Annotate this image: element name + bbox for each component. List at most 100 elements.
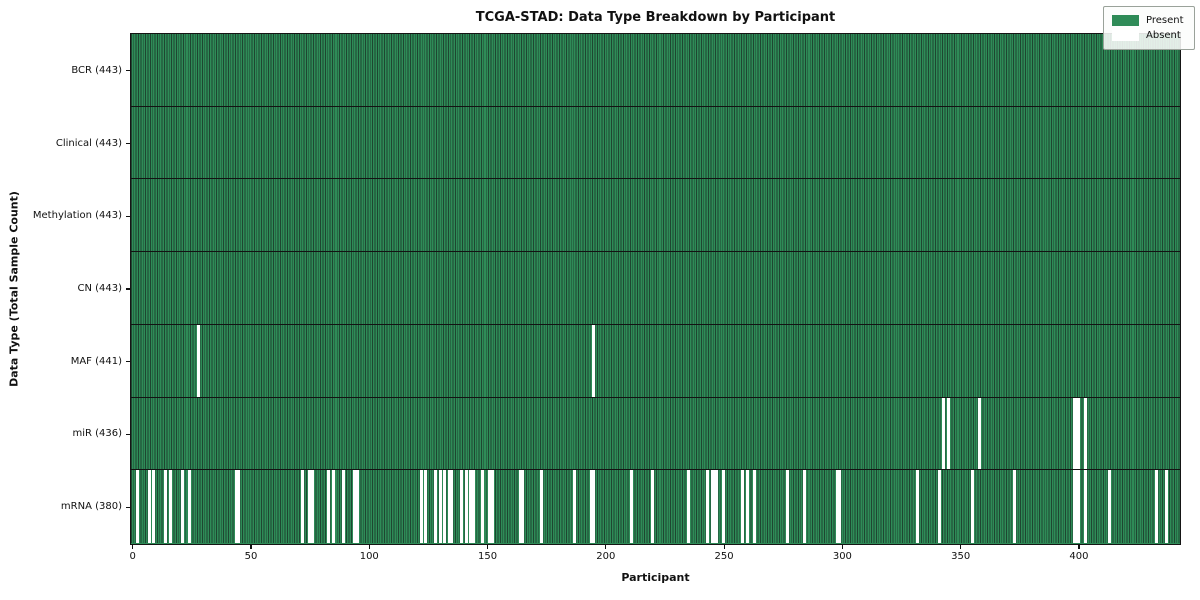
absent-stripe (235, 470, 239, 543)
absent-stripe (1155, 470, 1159, 543)
absent-stripe (490, 470, 494, 543)
absent-stripe (1077, 470, 1081, 543)
absent-stripe (438, 470, 442, 543)
absent-stripe (1077, 397, 1081, 470)
xtick-mark (841, 545, 843, 549)
absent-stripe (1072, 397, 1076, 470)
absent-stripe (540, 470, 544, 543)
xtick-mark (605, 545, 607, 549)
ytick-label-maf: MAF (441) (70, 355, 122, 367)
absent-stripe (1074, 470, 1078, 543)
legend-item-absent: Absent (1112, 28, 1186, 43)
absent-stripe (722, 470, 726, 543)
absent-stripe (715, 470, 719, 543)
x-axis-label: Participant (621, 571, 690, 584)
absent-stripe (464, 470, 468, 543)
legend-item-present: Present (1112, 13, 1186, 28)
ytick-mark (126, 215, 130, 217)
ytick-mark (126, 506, 130, 508)
xtick-label-350: 350 (951, 551, 971, 562)
legend-swatch-present-icon (1112, 15, 1139, 26)
xtick-mark (250, 545, 252, 549)
xtick-label-200: 200 (596, 551, 616, 562)
absent-stripe (592, 324, 596, 397)
ytick-label-methylation: Methylation (443) (32, 210, 122, 222)
absent-stripe (433, 470, 437, 543)
absent-stripe (937, 470, 941, 543)
row-mir (131, 397, 1180, 471)
absent-stripe (977, 397, 981, 470)
absent-stripe (1164, 470, 1168, 543)
ytick-mark (126, 142, 130, 145)
xtick-label-250: 250 (714, 551, 734, 562)
row-mrna (131, 470, 1180, 543)
plot-area (130, 33, 1181, 545)
absent-stripe (332, 470, 336, 543)
absent-stripe (746, 470, 750, 543)
row-cn (131, 252, 1180, 325)
absent-stripe (448, 470, 451, 543)
ytick-label-cn: CN (443) (77, 283, 122, 294)
xtick-mark (486, 545, 489, 549)
absent-stripe (424, 470, 428, 543)
absent-stripe (710, 470, 714, 543)
absent-stripe (741, 470, 745, 543)
absent-stripe (187, 470, 191, 543)
legend: Present Absent (1103, 6, 1195, 50)
absent-stripe (705, 470, 709, 543)
ytick-mark (126, 288, 130, 290)
absent-stripe (1072, 470, 1076, 543)
absent-stripe (916, 470, 920, 543)
ytick-label-clinical: Clinical (443) (55, 137, 122, 149)
absent-stripe (835, 470, 839, 543)
ytick-label-mir: miR (436) (72, 428, 122, 440)
absent-stripe (1074, 397, 1078, 470)
absent-stripe (947, 397, 951, 470)
xtick-mark (132, 545, 134, 549)
ytick-mark (126, 70, 130, 72)
ytick-mark (126, 433, 130, 436)
ytick-mark (126, 361, 130, 363)
y-axis-label: Data Type (Total Sample Count) (7, 191, 21, 387)
ytick-label-bcr: BCR (443) (71, 64, 122, 76)
absent-stripe (443, 470, 447, 543)
absent-stripe (355, 470, 359, 543)
legend-label-absent: Absent (1146, 30, 1181, 41)
xtick-mark (960, 545, 962, 549)
absent-stripe (419, 470, 423, 543)
row-bcr (131, 34, 1180, 107)
chart-title: TCGA-STAD: Data Type Breakdown by Partic… (475, 10, 836, 25)
absent-stripe (459, 470, 463, 543)
xtick-label-0: 0 (129, 551, 136, 562)
absent-stripe (753, 470, 757, 543)
row-clinical (131, 106, 1180, 180)
absent-stripe (488, 470, 492, 543)
absent-stripe (197, 324, 201, 397)
absent-stripe (712, 470, 716, 543)
absent-stripe (310, 470, 314, 543)
absent-stripe (327, 470, 331, 543)
xtick-mark (368, 545, 370, 549)
absent-stripe (301, 470, 305, 543)
xtick-mark (723, 545, 725, 549)
absent-stripe (802, 470, 806, 543)
xtick-label-300: 300 (832, 551, 852, 562)
absent-stripe (481, 470, 485, 543)
absent-stripe (1108, 470, 1112, 543)
absent-stripe (589, 470, 593, 543)
absent-stripe (1084, 397, 1088, 470)
absent-stripe (942, 397, 946, 470)
absent-stripe (152, 470, 156, 543)
ytick-label-mrna: mRNA (380) (60, 501, 122, 513)
xtick-label-400: 400 (1069, 551, 1089, 562)
absent-stripe (308, 470, 312, 543)
xtick-label-100: 100 (359, 551, 379, 562)
absent-stripe (237, 470, 241, 543)
legend-swatch-absent-icon (1112, 30, 1139, 41)
absent-stripe (518, 470, 522, 543)
legend-label-present: Present (1146, 15, 1184, 26)
xtick-label-50: 50 (244, 551, 258, 562)
absent-stripe (838, 470, 842, 543)
absent-stripe (786, 470, 790, 543)
